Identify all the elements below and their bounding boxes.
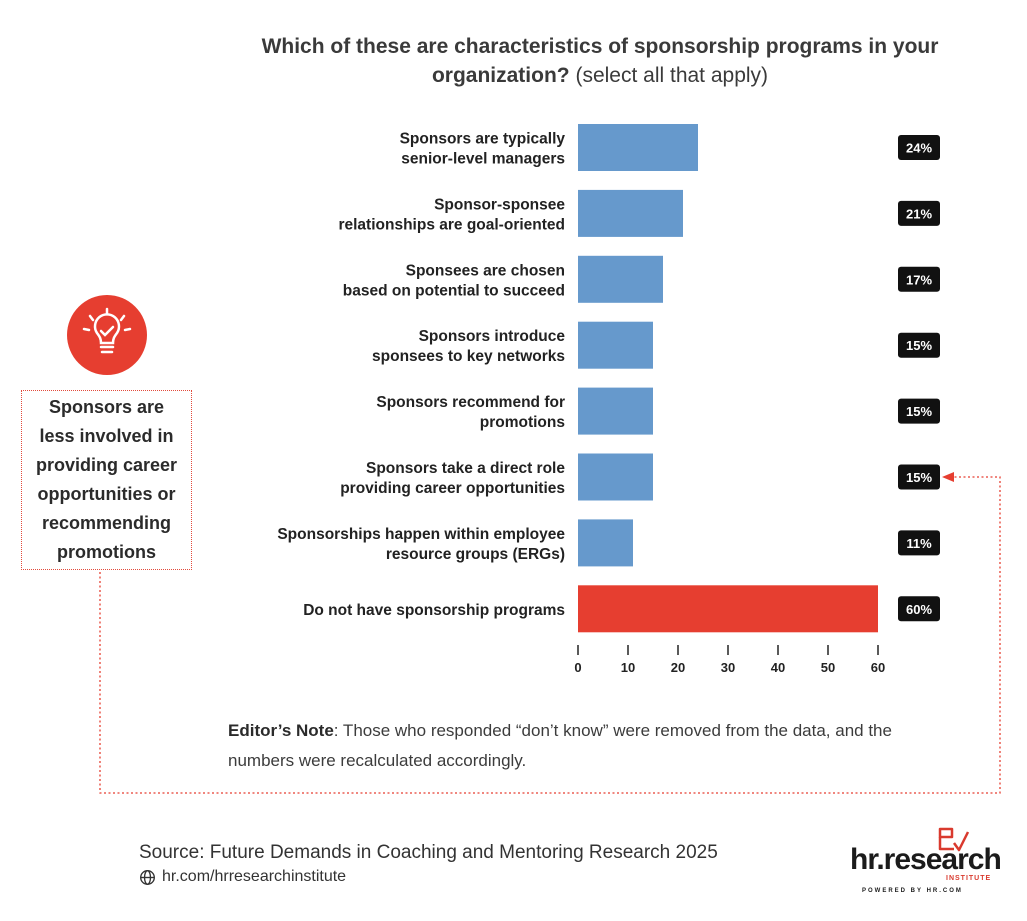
category-label: Sponsors take a direct role [366, 460, 565, 477]
category-label: Sponsors recommend for [376, 394, 565, 411]
logo-mark-icon [938, 827, 970, 852]
value-badge [898, 200, 940, 226]
globe-icon [140, 869, 155, 885]
lightbulb-check-icon [67, 295, 147, 375]
chart-title-main: Which of these are characteristics of sp… [261, 35, 939, 87]
category-label: sponsees to key networks [372, 348, 565, 365]
data-label: 15% [906, 470, 932, 485]
logo-subtitle: INSTITUTE [946, 875, 992, 882]
value-badge [898, 530, 940, 556]
editor-note-label: Editor’s Note [228, 721, 334, 740]
value-badge [898, 398, 940, 424]
logo-text: hr.research [850, 843, 1002, 876]
callout-arrowhead [942, 472, 954, 482]
category-label: promotions [480, 414, 565, 431]
category-label: Sponsorships happen within employee [277, 526, 565, 543]
data-label: 17% [906, 272, 932, 287]
x-tick-label: 0 [574, 660, 581, 675]
bar [578, 124, 698, 171]
bar [578, 255, 663, 303]
bar [578, 519, 633, 567]
category-label: Sponsor-sponsee [434, 196, 565, 213]
category-label: providing career opportunities [340, 480, 565, 497]
category-label: resource groups (ERGs) [386, 546, 565, 563]
bar [578, 189, 683, 237]
chart-title: Which of these are characteristics of sp… [200, 32, 1000, 90]
source-url[interactable]: hr.com/hrresearchinstitute [139, 868, 346, 886]
x-tick-label: 60 [871, 660, 885, 675]
callout-connector [99, 476, 1001, 794]
bar [578, 585, 878, 633]
bar [578, 453, 653, 501]
x-tick-label: 10 [621, 660, 635, 675]
bar [578, 321, 653, 369]
editor-note-text: : Those who responded “don’t know” were … [228, 721, 892, 770]
x-tick-label: 50 [821, 660, 835, 675]
value-badge [898, 266, 940, 292]
source-url-text[interactable]: hr.com/hrresearchinstitute [162, 868, 347, 885]
value-badge [898, 464, 940, 490]
editor-note: Editor’s Note: Those who responded “don’… [228, 716, 958, 776]
x-tick-label: 20 [671, 660, 685, 675]
chart-title-qualifier: (select all that apply) [575, 64, 769, 87]
callout-text: Sponsors are less involved in providing … [35, 397, 178, 562]
category-label: Sponsees are chosen [406, 262, 565, 279]
callout-box: Sponsors are less involved in providing … [21, 390, 192, 570]
data-label: 15% [906, 404, 932, 419]
data-label: 60% [906, 602, 932, 617]
data-label: 15% [906, 338, 932, 353]
x-tick-label: 40 [771, 660, 785, 675]
data-label: 21% [906, 206, 932, 221]
bar [578, 387, 653, 435]
category-label: Sponsors introduce [419, 328, 566, 345]
x-tick-label: 30 [721, 660, 735, 675]
category-label: senior-level managers [401, 151, 565, 168]
hr-research-logo: hr.research INSTITUTE POWERED BY HR.COM [850, 825, 1002, 900]
category-label: based on potential to succeed [343, 282, 565, 299]
source-citation: Source: Future Demands in Coaching and M… [139, 842, 718, 863]
value-badge [898, 332, 940, 358]
category-label: Sponsors are typically [400, 131, 566, 148]
logo-powered-by: POWERED BY HR.COM [862, 888, 963, 894]
category-label: relationships are goal-oriented [338, 216, 565, 233]
data-label: 24% [906, 141, 932, 156]
value-badge [898, 596, 940, 622]
category-label: Do not have sponsorship programs [303, 602, 565, 619]
value-badge [898, 135, 940, 160]
data-label: 11% [906, 536, 932, 551]
